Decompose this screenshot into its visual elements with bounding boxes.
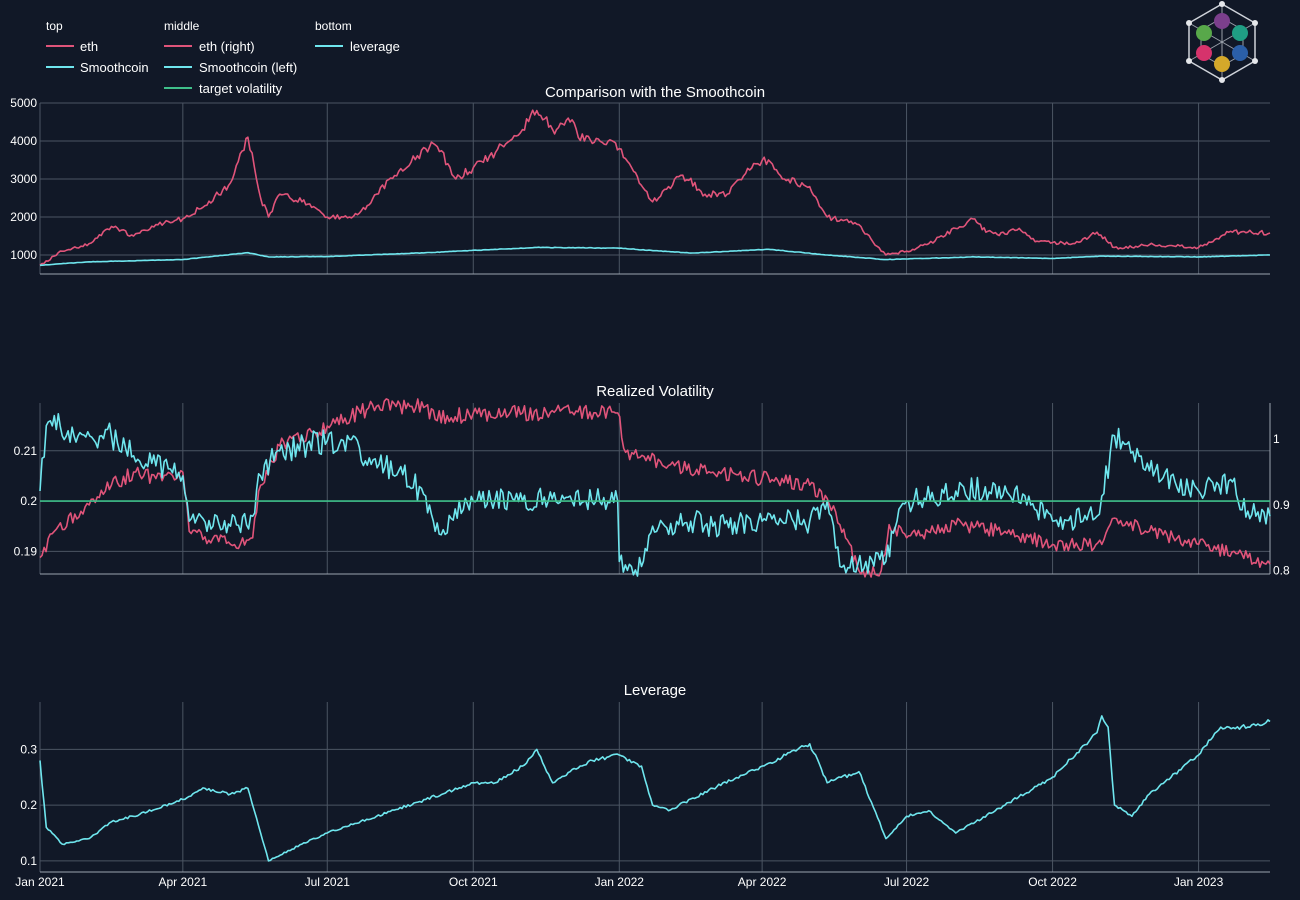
y-tick-label: 0.3 (20, 742, 37, 756)
legend-group-title: top (46, 19, 63, 33)
panel-title: Comparison with the Smoothcoin (545, 84, 765, 101)
series-line-eth-right (39, 398, 1271, 578)
y-tick-label-right: 0.9 (1273, 498, 1290, 512)
x-tick-label: Oct 2021 (449, 875, 498, 889)
panel-leverage: Leverage 0.1 0.2 0.3 (20, 682, 1271, 873)
x-tick-label: Jul 2022 (884, 875, 930, 889)
series-line-smoothcoin-left (39, 413, 1271, 577)
x-axis: Jan 2021 Apr 2021 Jul 2021 Oct 2021 Jan 2022… (15, 875, 1223, 889)
y-tick-label: 0.1 (20, 854, 37, 868)
panel-realized-volatility: Realized Volatility 0.19 0.2 0.21 0.8 0.9 1 (14, 383, 1290, 578)
x-tick-label: Jan 2022 (595, 875, 645, 889)
panel-title: Realized Volatility (596, 383, 714, 400)
hexagon-network-logo-icon (1186, 1, 1258, 83)
legend-item-smoothcoin[interactable]: Smoothcoin (80, 60, 149, 75)
legend-item-eth[interactable]: eth (80, 39, 98, 54)
x-tick-label: Jan 2023 (1174, 875, 1224, 889)
legend-item-target-volatility[interactable]: target volatility (199, 81, 283, 96)
series-line-smoothcoin (39, 246, 1271, 267)
y-tick-label: 3000 (10, 172, 37, 186)
x-tick-label: Jan 2021 (15, 875, 65, 889)
legend-item-smoothcoin-left[interactable]: Smoothcoin (left) (199, 60, 297, 75)
y-tick-label: 0.2 (20, 798, 37, 812)
legend-group-bottom: bottom leverage (315, 19, 400, 54)
y-tick-label: 4000 (10, 134, 37, 148)
panel-comparison: Comparison with the Smoothcoin 1000 2000 3… (10, 84, 1271, 275)
y-tick-label-right: 1 (1273, 432, 1280, 446)
panel-title: Leverage (624, 682, 687, 699)
legend-item-eth-right[interactable]: eth (right) (199, 39, 255, 54)
y-tick-label: 2000 (10, 210, 37, 224)
x-tick-label: Oct 2022 (1028, 875, 1077, 889)
legend-group-middle: middle eth (right) Smoothcoin (left) tar… (164, 19, 297, 96)
series-line-leverage (39, 715, 1271, 862)
x-tick-label: Apr 2022 (738, 875, 787, 889)
y-tick-label: 1000 (10, 248, 37, 262)
x-tick-label: Apr 2021 (158, 875, 207, 889)
legend: top eth Smoothcoin middle eth (right) Sm… (46, 19, 400, 96)
legend-group-top: top eth Smoothcoin (46, 19, 149, 75)
y-tick-label-right: 0.8 (1273, 564, 1290, 578)
y-tick-label: 0.19 (14, 544, 38, 558)
y-tick-label: 0.21 (14, 444, 38, 458)
legend-group-title: middle (164, 19, 200, 33)
y-tick-label: 0.2 (20, 494, 37, 508)
y-tick-label: 5000 (10, 96, 37, 110)
series-line-eth (39, 109, 1271, 266)
x-tick-label: Jul 2021 (305, 875, 351, 889)
legend-group-title: bottom (315, 19, 352, 33)
legend-item-leverage[interactable]: leverage (350, 39, 400, 54)
